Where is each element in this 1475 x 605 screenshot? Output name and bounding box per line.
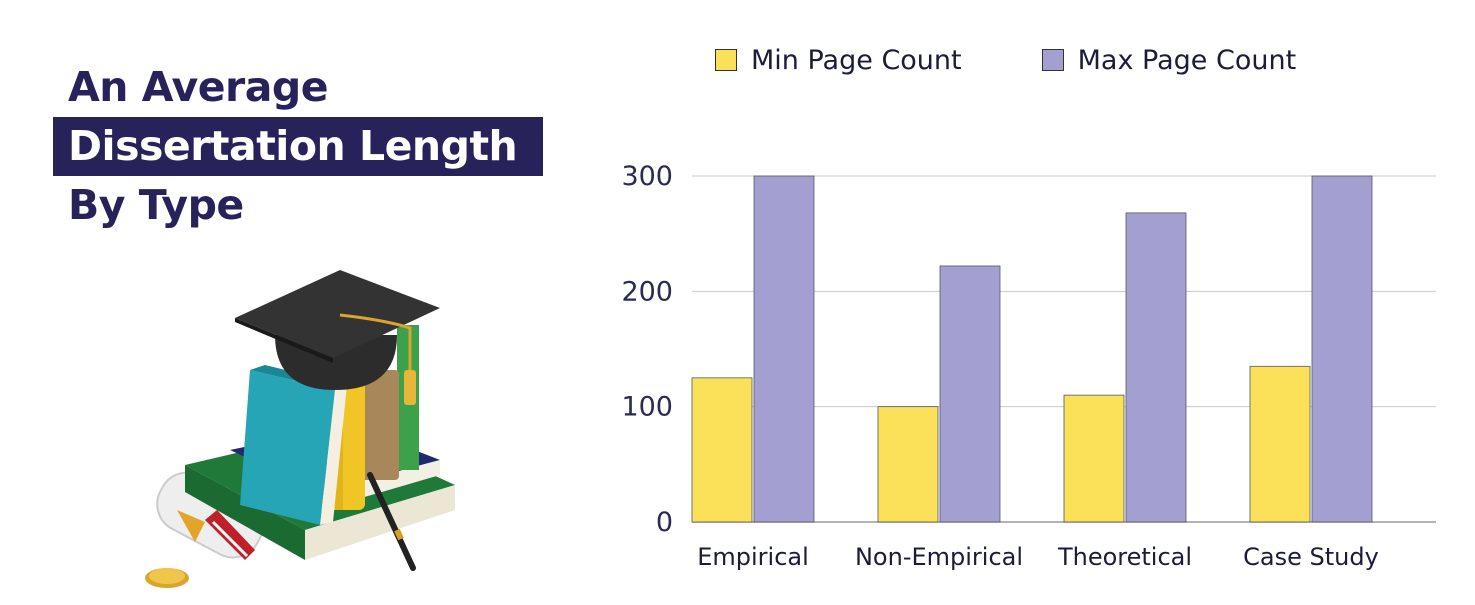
title-line-1: An Average bbox=[68, 63, 329, 111]
bar-min-theoretical bbox=[1063, 394, 1125, 523]
x-tick-label-non-empirical: Non-Empirical bbox=[855, 543, 1023, 571]
y-tick-label-300: 300 bbox=[621, 161, 673, 192]
legend-label-max: Max Page Count bbox=[1077, 44, 1297, 76]
legend-swatch-max bbox=[1041, 49, 1064, 71]
title-line-3: By Type bbox=[68, 181, 244, 229]
bar-max-case-study bbox=[1311, 175, 1373, 523]
legend-item-min: Min Page Count bbox=[715, 45, 962, 76]
legend-swatch-min bbox=[715, 49, 737, 71]
y-tick-label-0: 0 bbox=[656, 507, 673, 538]
chart-legend: Min Page Count Max Page Count bbox=[715, 40, 1376, 80]
chart-plot-svg: 0 100 200 300 Empirical Non-Empirical Theoreti… bbox=[621, 161, 1436, 571]
bar-max-empirical bbox=[753, 175, 815, 523]
legend-item-max: Max Page Count bbox=[1041, 44, 1297, 76]
y-tick-label-200: 200 bbox=[621, 276, 673, 307]
bar-chart: Min Page Count Max Page Count 0 100 200 300… bbox=[590, 20, 1460, 595]
bar-min-non-empirical bbox=[877, 406, 939, 523]
page-title: An Average Dissertation Length By Type bbox=[53, 58, 553, 235]
legend-label-min: Min Page Count bbox=[751, 44, 962, 76]
graduation-cap-books-icon bbox=[135, 260, 475, 600]
diploma-scroll-icon bbox=[145, 471, 264, 588]
graduation-illustration-svg bbox=[145, 270, 455, 588]
bar-max-theoretical bbox=[1125, 212, 1187, 523]
x-tick-label-case-study: Case Study bbox=[1243, 543, 1379, 571]
x-tick-label-theoretical: Theoretical bbox=[1057, 543, 1192, 571]
title-line-2-highlighted: Dissertation Length bbox=[53, 117, 543, 176]
bar-min-case-study bbox=[1249, 365, 1311, 523]
x-tick-label-empirical: Empirical bbox=[697, 543, 809, 571]
y-tick-label-100: 100 bbox=[621, 392, 673, 423]
pen-icon bbox=[367, 472, 416, 571]
bar-min-empirical bbox=[691, 377, 753, 523]
graduation-cap-icon bbox=[235, 270, 440, 405]
bar-max-non-empirical bbox=[939, 265, 1001, 523]
